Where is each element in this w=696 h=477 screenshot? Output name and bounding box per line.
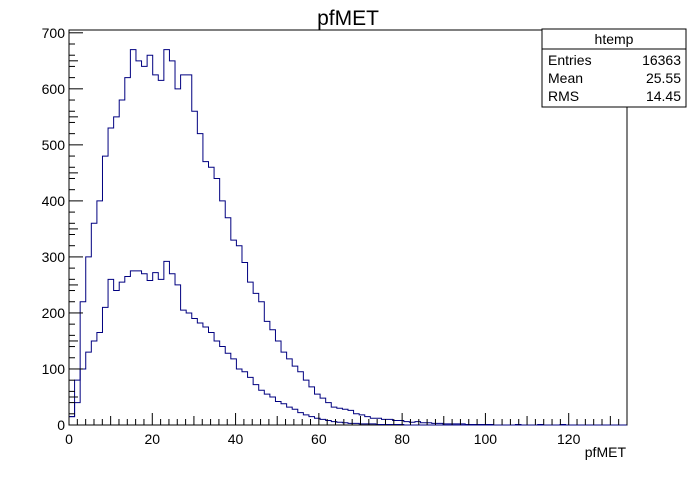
plot-frame bbox=[68, 29, 628, 426]
histogram-series-1 bbox=[68, 260, 627, 426]
x-tick-label: 0 bbox=[65, 431, 73, 447]
stats-mean-value: 25.55 bbox=[646, 70, 681, 86]
x-tick-label: 60 bbox=[311, 431, 327, 447]
stats-mean-label: Mean bbox=[548, 70, 583, 86]
stats-rms-value: 14.45 bbox=[646, 88, 681, 104]
x-axis: 0 20 40 60 80 100 120 bbox=[65, 413, 628, 447]
chart-title: pfMET bbox=[317, 7, 379, 30]
x-tick-label: 100 bbox=[474, 431, 498, 447]
x-axis-label: pfMET bbox=[585, 444, 627, 460]
x-tick-label: 20 bbox=[144, 431, 160, 447]
stats-rms-label: RMS bbox=[548, 88, 579, 104]
y-tick-label: 600 bbox=[42, 81, 66, 97]
y-tick-label: 200 bbox=[42, 305, 66, 321]
y-tick-label: 300 bbox=[42, 249, 66, 265]
stats-entries-value: 16363 bbox=[642, 52, 681, 68]
y-axis: 0 100 200 300 400 500 600 700 bbox=[42, 25, 83, 433]
y-tick-label: 0 bbox=[57, 417, 65, 433]
y-tick-label: 500 bbox=[42, 137, 66, 153]
x-tick-label: 40 bbox=[228, 431, 244, 447]
stats-box: htemp Entries 16363 Mean 25.55 RMS 14.45 bbox=[541, 28, 687, 108]
y-tick-label: 100 bbox=[42, 361, 66, 377]
y-tick-label: 700 bbox=[42, 25, 66, 41]
x-tick-label: 120 bbox=[557, 431, 581, 447]
stats-entries-label: Entries bbox=[548, 52, 592, 68]
x-tick-label: 80 bbox=[394, 431, 410, 447]
y-tick-label: 400 bbox=[42, 193, 66, 209]
stats-box-name: htemp bbox=[595, 31, 634, 47]
stats-box-frame bbox=[541, 28, 687, 108]
